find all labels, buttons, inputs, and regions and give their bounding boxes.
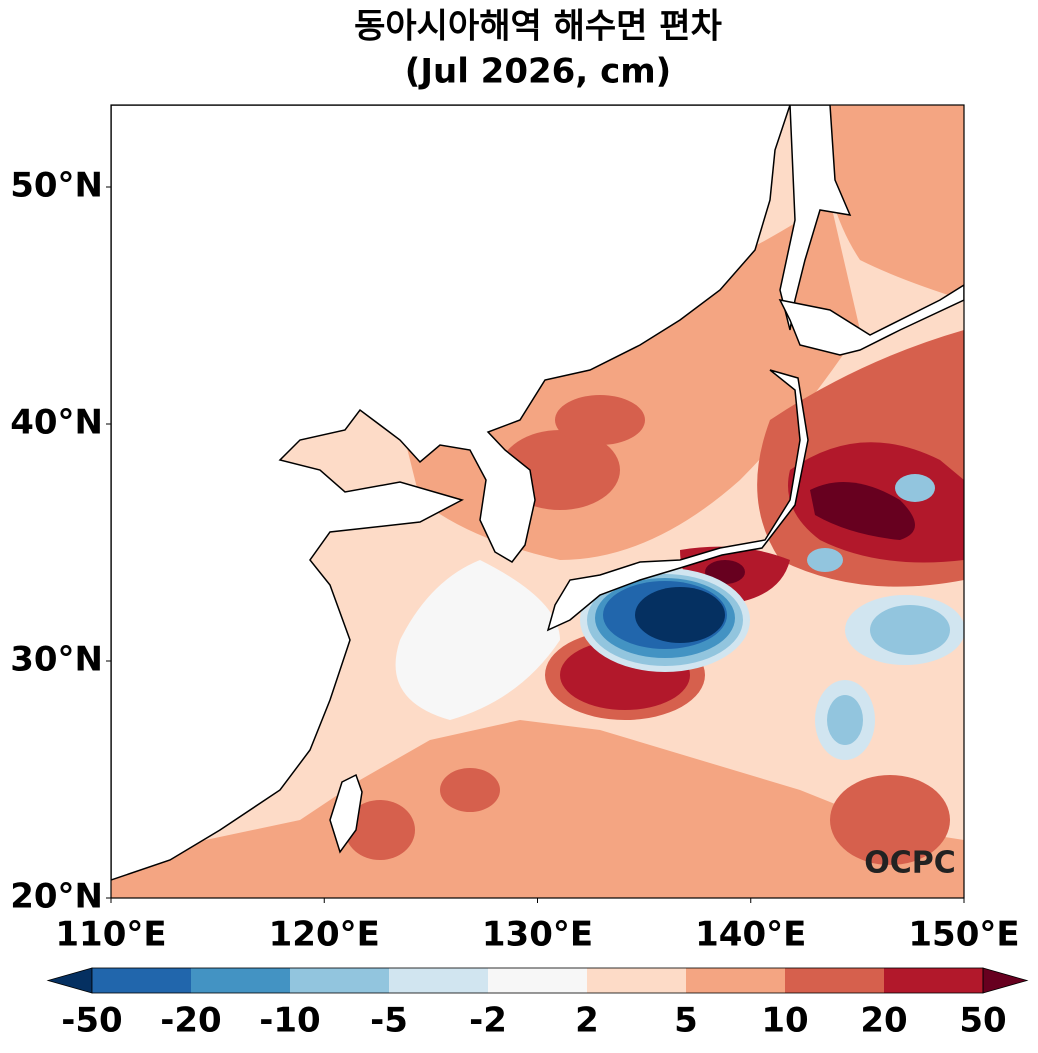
y-tick-label: 20°N [10, 877, 103, 917]
anomaly-field [111, 105, 964, 898]
colorbar-label: -50 [61, 1001, 122, 1041]
watermark: OCPC [864, 846, 956, 881]
colorbar-label: 2 [575, 1001, 599, 1041]
colorbar-segment [191, 968, 290, 993]
colorbar-label: 10 [761, 1001, 808, 1041]
colorbar-frame [91, 967, 984, 994]
colorbar-extension-low [46, 967, 93, 994]
colorbar-segment [488, 968, 587, 993]
y-tick-label: 40°N [10, 403, 103, 443]
subtitle: (Jul 2026, cm) [405, 52, 671, 92]
colorbar-segment [587, 968, 686, 993]
colorbar-label: -2 [469, 1001, 507, 1041]
colorbar-label: 5 [674, 1001, 698, 1041]
y-tick-label: 50°N [10, 166, 103, 206]
colorbar-label: -20 [160, 1001, 221, 1041]
colorbar-label: -5 [370, 1001, 408, 1041]
colorbar-segment [92, 968, 191, 993]
colorbar-segment [290, 968, 389, 993]
colorbar-extension-high [982, 967, 1029, 994]
x-tick-label: 140°E [695, 915, 806, 955]
x-tick-label: 150°E [908, 915, 1019, 955]
colorbar-segment [686, 968, 785, 993]
y-tick-label: 30°N [10, 640, 103, 680]
x-tick-label: 110°E [55, 915, 166, 955]
colorbar-segment [884, 968, 983, 993]
colorbar-segment [389, 968, 488, 993]
colorbar-segment [785, 968, 884, 993]
colorbar-label: -10 [259, 1001, 320, 1041]
x-tick-label: 120°E [269, 915, 380, 955]
title: 동아시아해역 해수면 편차 [354, 7, 722, 47]
colorbar-label: 50 [959, 1001, 1006, 1041]
x-tick-label: 130°E [482, 915, 593, 955]
colorbar-label: 20 [860, 1001, 907, 1041]
